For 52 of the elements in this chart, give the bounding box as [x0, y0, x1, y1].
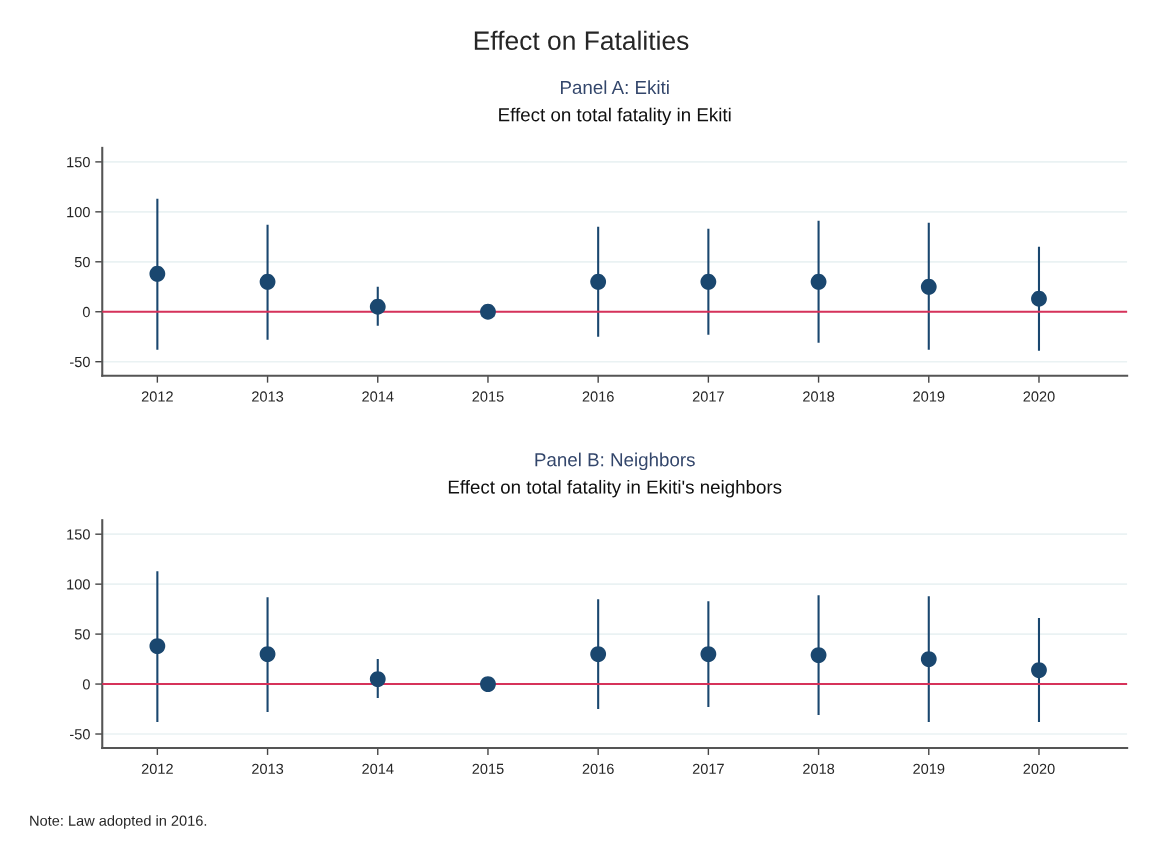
point — [149, 265, 166, 282]
point — [259, 273, 276, 290]
point — [590, 273, 607, 290]
y-tick-label: 100 — [67, 206, 90, 218]
x-tick-label: 2016 — [582, 391, 614, 402]
y-tick-label: 150 — [67, 529, 90, 540]
point — [810, 273, 827, 290]
point — [480, 303, 496, 320]
y-tick-label: 150 — [67, 156, 90, 168]
text: Effect on Fatalities — [474, 30, 689, 51]
y-tick-label: -50 — [70, 356, 90, 368]
point — [1031, 290, 1047, 307]
x-tick-label: 2014 — [362, 763, 394, 774]
x-tick-label: 2018 — [803, 391, 835, 402]
x-tick-label: 2012 — [141, 763, 173, 774]
x-tick-label: 2012 — [141, 391, 173, 402]
point — [1031, 662, 1047, 678]
x-tick-label: 2013 — [252, 391, 284, 402]
x-tick-label: 2020 — [1023, 763, 1055, 774]
x-tick-label: 2015 — [472, 763, 504, 774]
x-tick-label: 2017 — [692, 391, 724, 402]
y-tick-label: -50 — [70, 729, 90, 740]
point — [149, 638, 166, 655]
x-tick-label: 2016 — [582, 763, 614, 774]
point — [920, 651, 937, 667]
chart-title: Panel A: Ekiti — [561, 80, 669, 95]
point — [259, 646, 276, 662]
chart-title: Panel B: Neighbors — [535, 452, 695, 471]
point — [369, 298, 386, 315]
point — [700, 646, 717, 662]
point — [590, 646, 607, 662]
x-tick-label: 2020 — [1023, 391, 1055, 402]
y-tick-label: 0 — [82, 306, 90, 318]
point — [810, 647, 827, 663]
chart-subtitle: Effect on total fatality in Ekiti — [499, 107, 731, 126]
point — [480, 676, 496, 692]
point — [700, 273, 717, 290]
x-tick-label: 2014 — [362, 391, 394, 402]
chart-subtitle: Effect on total fatality in Ekiti's neighbors — [448, 479, 782, 498]
x-tick-label: 2018 — [803, 763, 835, 774]
text: Note: Law adopted in 2016. — [30, 815, 207, 829]
point — [369, 671, 386, 687]
y-tick-label: 50 — [74, 256, 90, 268]
x-tick-label: 2019 — [913, 763, 945, 774]
x-tick-label: 2013 — [252, 763, 284, 774]
x-tick-label: 2019 — [913, 391, 945, 402]
y-tick-label: 50 — [74, 629, 90, 640]
y-tick-label: 100 — [67, 579, 90, 590]
y-tick-label: 0 — [82, 679, 90, 690]
x-tick-label: 2015 — [472, 391, 504, 402]
point — [920, 278, 937, 295]
x-tick-label: 2017 — [692, 763, 724, 774]
